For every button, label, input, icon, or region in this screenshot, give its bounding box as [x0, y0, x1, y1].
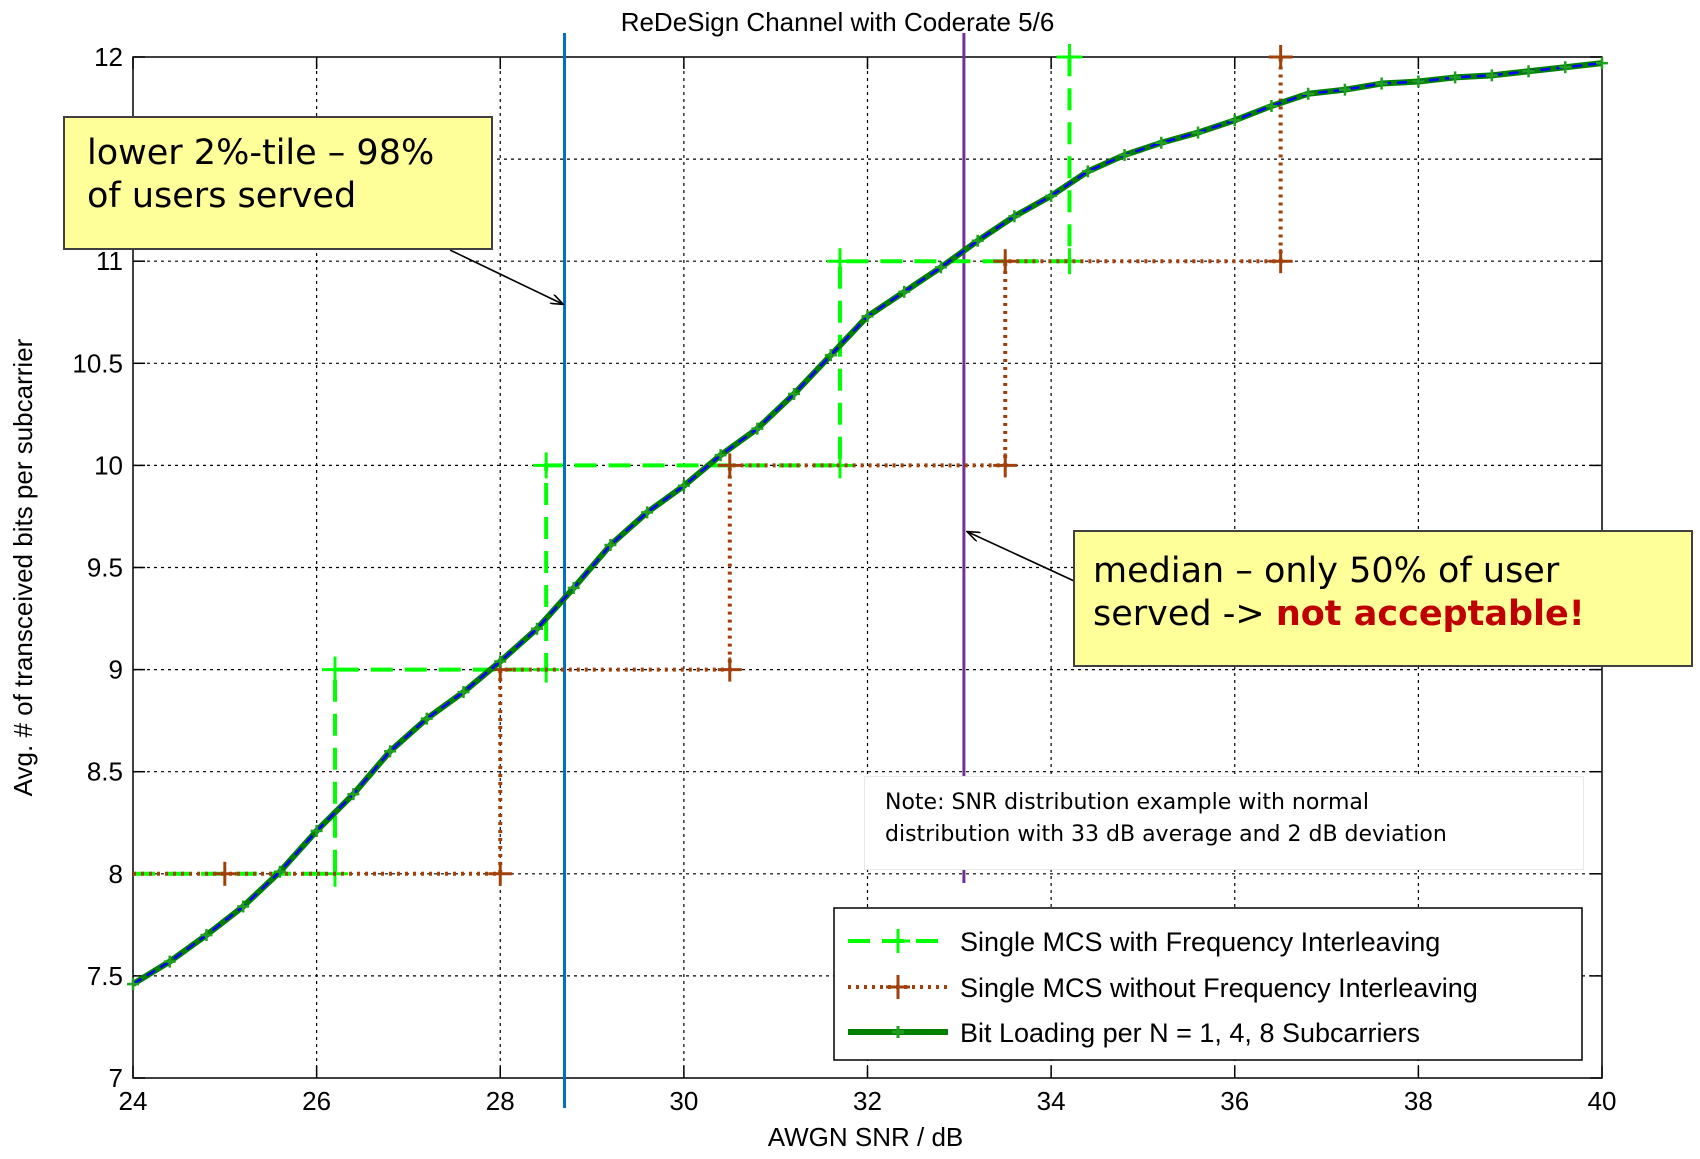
y-tick-label: 7: [109, 1063, 123, 1093]
y-tick-label: 12: [94, 42, 123, 72]
x-tick-label: 34: [1037, 1086, 1066, 1116]
legend-label: Single MCS without Frequency Interleavin…: [960, 973, 1478, 1003]
median-callout: median – only 50% of user served -> not …: [1073, 530, 1693, 667]
y-tick-label: 10.5: [72, 348, 123, 378]
x-tick-label: 38: [1404, 1086, 1433, 1116]
median-callout-line-1: median – only 50% of user: [1093, 551, 1560, 591]
lower-callout-line-2: of users served: [87, 175, 357, 216]
y-tick-label: 7.5: [87, 961, 123, 991]
x-tick-label: 30: [669, 1086, 698, 1116]
note-line-1: Note: SNR distribution example with norm…: [885, 790, 1369, 815]
series-bit-loading: [127, 57, 1608, 991]
x-tick-label: 26: [302, 1086, 331, 1116]
lower-callout-arrow: [449, 249, 563, 304]
x-tick-label: 40: [1588, 1086, 1617, 1116]
y-tick-label: 8.5: [87, 757, 123, 787]
series-lines: [127, 44, 1608, 991]
legend-label: Bit Loading per N = 1, 4, 8 Subcarriers: [960, 1018, 1420, 1048]
y-tick-label: 9: [109, 655, 123, 685]
x-tick-label: 36: [1220, 1086, 1249, 1116]
lower-percentile-callout: lower 2%-tile – 98% of users served: [63, 116, 493, 250]
x-axis-ticks: 24 26 28 30 32 34 36 38 40: [119, 57, 1617, 1116]
y-tick-label: 10: [94, 450, 123, 480]
legend: Single MCS with Frequency Interleaving Si…: [833, 907, 1583, 1061]
legend-label: Single MCS with Frequency Interleaving: [960, 927, 1440, 957]
median-callout-prefix: served ->: [1093, 593, 1276, 634]
legend-entry: Single MCS with Frequency Interleaving: [848, 927, 1440, 957]
chart-title: ReDeSign Channel with Coderate 5/6: [621, 7, 1055, 37]
note-box: Note: SNR distribution example with norm…: [864, 776, 1584, 870]
x-tick-label: 24: [119, 1086, 148, 1116]
y-tick-label: 11: [96, 246, 123, 276]
x-tick-label: 32: [853, 1086, 882, 1116]
legend-entry: Bit Loading per N = 1, 4, 8 Subcarriers: [848, 1018, 1420, 1048]
lower-callout-line-1: lower 2%-tile – 98%: [87, 133, 435, 173]
y-tick-label: 8: [109, 859, 123, 889]
not-acceptable-warning: not acceptable!: [1275, 593, 1585, 634]
marker-lines: [563, 33, 966, 1108]
legend-entry: Single MCS without Frequency Interleavin…: [848, 973, 1478, 1003]
x-axis-title: AWGN SNR / dB: [768, 1122, 964, 1152]
x-tick-label: 28: [486, 1086, 515, 1116]
legend-box: [833, 907, 1583, 1061]
median-callout-line-2: served -> not acceptable!: [1093, 593, 1691, 636]
y-tick-label: 9.5: [87, 553, 123, 583]
y-axis-title: Avg. # of transceived bits per subcarrie…: [8, 338, 38, 796]
note-line-2: distribution with 33 dB average and 2 dB…: [885, 821, 1447, 847]
